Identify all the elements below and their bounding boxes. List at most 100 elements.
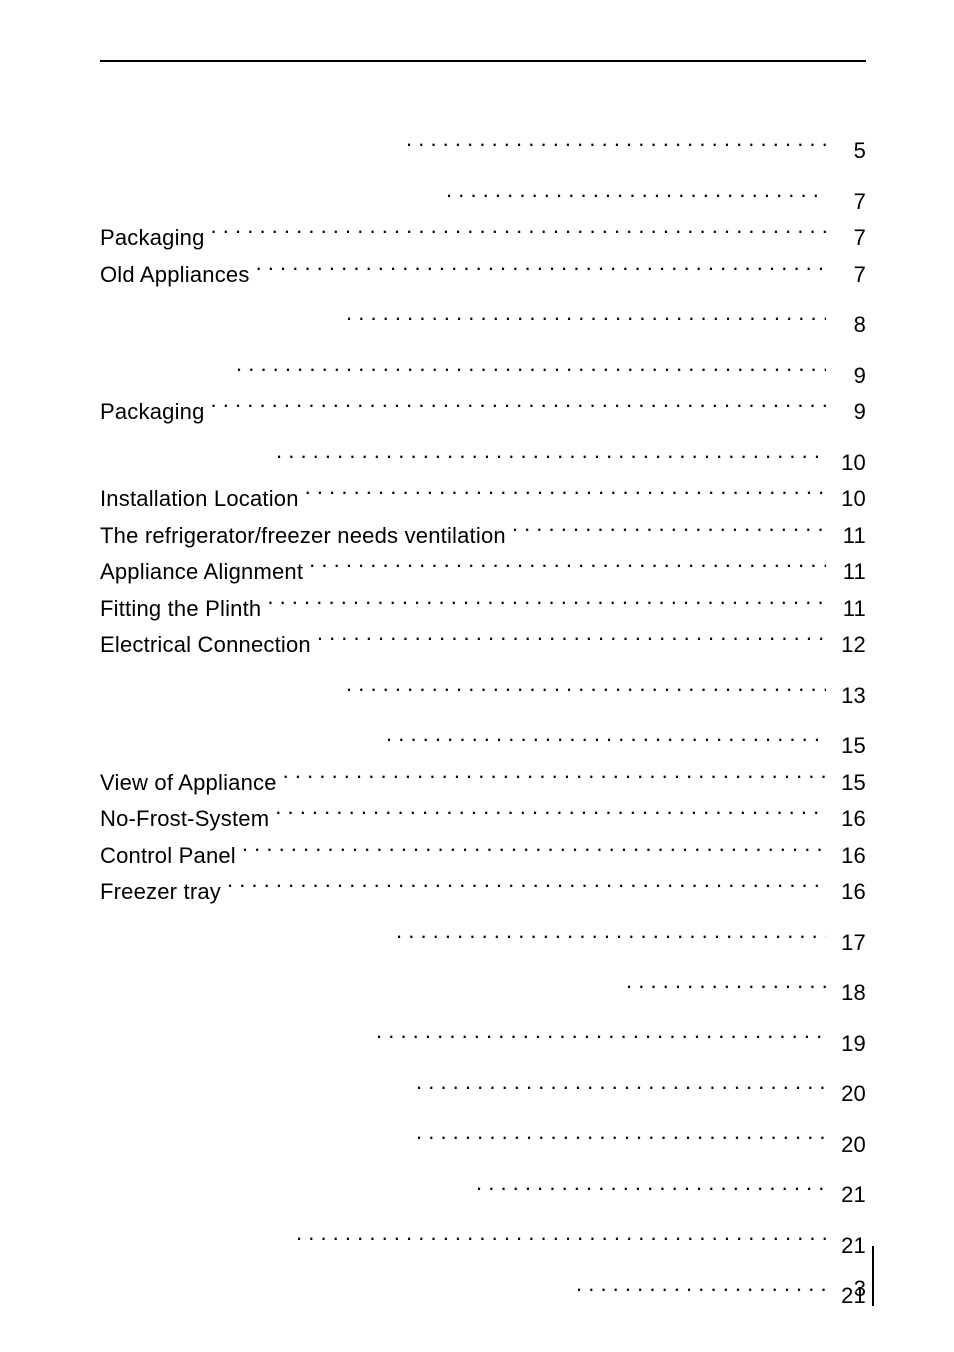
toc-leader-dots: [446, 182, 826, 208]
top-rule: [100, 60, 866, 62]
toc-row: 7: [100, 182, 866, 218]
toc-row: 20: [100, 1125, 866, 1161]
toc-label: [100, 185, 446, 219]
toc-row: Freezer tray 16: [100, 873, 866, 909]
table-of-contents: 57Packaging7Old Appliances789Packaging91…: [100, 132, 866, 1313]
toc-leader-dots: [211, 219, 826, 245]
toc-row: 21: [100, 1176, 866, 1212]
toc-label: [100, 1279, 576, 1313]
toc-label: [100, 134, 406, 168]
toc-label: [100, 1128, 416, 1162]
toc-leader-dots: [236, 356, 826, 382]
toc-leader-dots: [576, 1277, 826, 1303]
toc-page-number: 8: [826, 308, 866, 342]
toc-page-number: 5: [826, 134, 866, 168]
toc-page-number: 20: [826, 1128, 866, 1162]
toc-leader-dots: [512, 516, 826, 542]
toc-leader-dots: [406, 132, 826, 158]
toc-page-number: 13: [826, 679, 866, 713]
toc-row: Fitting the Plinth11: [100, 589, 866, 625]
toc-row: 9: [100, 356, 866, 392]
toc-row: 10: [100, 443, 866, 479]
page: 57Packaging7Old Appliances789Packaging91…: [0, 0, 954, 1352]
toc-page-number: 10: [826, 482, 866, 516]
toc-leader-dots: [346, 676, 826, 702]
toc-leader-dots: [476, 1176, 826, 1202]
toc-label: [100, 976, 626, 1010]
toc-leader-dots: [267, 589, 826, 615]
toc-leader-dots: [396, 923, 826, 949]
toc-label: View of Appliance: [100, 766, 283, 800]
toc-page-number: 21: [826, 1178, 866, 1212]
toc-page-number: 7: [826, 221, 866, 255]
toc-row: Packaging 9: [100, 393, 866, 429]
toc-label: Packaging: [100, 395, 211, 429]
toc-leader-dots: [309, 553, 826, 579]
toc-label: [100, 926, 396, 960]
toc-row: 20: [100, 1075, 866, 1111]
toc-leader-dots: [283, 763, 826, 789]
toc-leader-dots: [376, 1024, 826, 1050]
toc-row: 19: [100, 1024, 866, 1060]
toc-row: 15: [100, 727, 866, 763]
page-number: 3: [854, 1276, 866, 1302]
toc-label: Freezer tray: [100, 875, 227, 909]
toc-page-number: 15: [826, 766, 866, 800]
toc-label: [100, 308, 346, 342]
toc-leader-dots: [296, 1226, 826, 1252]
toc-leader-dots: [275, 800, 826, 826]
toc-leader-dots: [626, 974, 826, 1000]
toc-page-number: 16: [826, 875, 866, 909]
toc-leader-dots: [416, 1075, 826, 1101]
toc-page-number: 10: [826, 446, 866, 480]
toc-row: Electrical Connection12: [100, 626, 866, 662]
toc-label: Control Panel: [100, 839, 242, 873]
toc-row: View of Appliance 15: [100, 763, 866, 799]
toc-label: [100, 1027, 376, 1061]
toc-leader-dots: [305, 480, 826, 506]
toc-page-number: 18: [826, 976, 866, 1010]
toc-row: Appliance Alignment 11: [100, 553, 866, 589]
toc-leader-dots: [386, 727, 826, 753]
toc-label: Packaging: [100, 221, 211, 255]
toc-label: The refrigerator/freezer needs ventilati…: [100, 519, 512, 553]
toc-row: Old Appliances 7: [100, 255, 866, 291]
toc-page-number: 16: [826, 802, 866, 836]
toc-page-number: 16: [826, 839, 866, 873]
toc-page-number: 12: [826, 628, 866, 662]
toc-page-number: 9: [826, 395, 866, 429]
toc-label: Old Appliances: [100, 258, 256, 292]
toc-row: The refrigerator/freezer needs ventilati…: [100, 516, 866, 552]
toc-leader-dots: [227, 873, 826, 899]
toc-page-number: 21: [826, 1229, 866, 1263]
toc-page-number: 11: [826, 519, 866, 553]
toc-page-number: 15: [826, 729, 866, 763]
toc-leader-dots: [416, 1125, 826, 1151]
toc-row: Control Panel 16: [100, 836, 866, 872]
toc-label: Installation Location: [100, 482, 305, 516]
toc-page-number: 17: [826, 926, 866, 960]
toc-leader-dots: [276, 443, 826, 469]
footer-right-rule: [872, 1246, 874, 1306]
toc-label: [100, 1178, 476, 1212]
toc-page-number: 7: [826, 258, 866, 292]
toc-label: No-Frost-System: [100, 802, 275, 836]
toc-row: 5: [100, 132, 866, 168]
toc-row: 21: [100, 1226, 866, 1262]
toc-row: Installation Location 10: [100, 480, 866, 516]
toc-page-number: 19: [826, 1027, 866, 1061]
toc-leader-dots: [256, 255, 826, 281]
toc-row: 18: [100, 974, 866, 1010]
toc-label: [100, 1077, 416, 1111]
toc-row: 13: [100, 676, 866, 712]
toc-page-number: 20: [826, 1077, 866, 1111]
toc-row: 21: [100, 1277, 866, 1313]
toc-label: Appliance Alignment: [100, 555, 309, 589]
toc-leader-dots: [346, 306, 826, 332]
toc-label: Fitting the Plinth: [100, 592, 267, 626]
toc-label: [100, 729, 386, 763]
toc-page-number: 7: [826, 185, 866, 219]
toc-page-number: 11: [826, 555, 866, 589]
toc-row: Packaging 7: [100, 219, 866, 255]
toc-leader-dots: [211, 393, 826, 419]
